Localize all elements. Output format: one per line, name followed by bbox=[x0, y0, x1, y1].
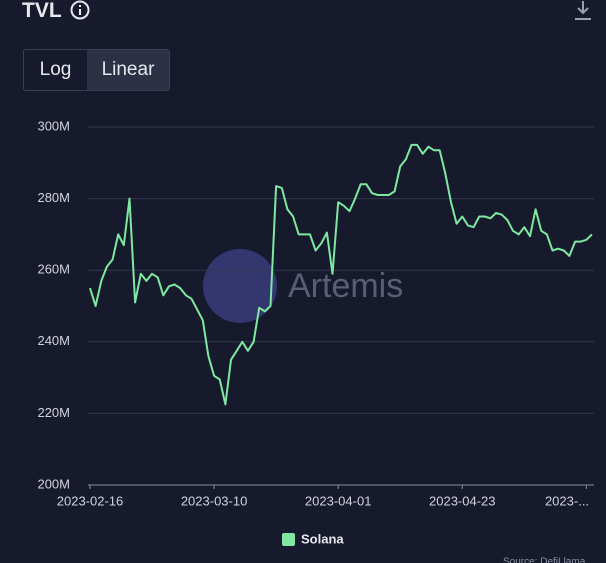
x-tick-label: 2023-04-23 bbox=[429, 493, 496, 508]
x-tick-label: 2023-03-10 bbox=[181, 493, 248, 508]
x-tick-label: 2023-... bbox=[545, 493, 589, 508]
title: TVL bbox=[22, 0, 62, 22]
source: Source: DefiLlama bbox=[503, 557, 586, 563]
legend-label: Solana bbox=[301, 531, 344, 546]
watermark-logo bbox=[203, 249, 277, 323]
scale-toggle bbox=[23, 49, 170, 91]
watermark: Artemis bbox=[288, 267, 403, 305]
x-tick-label: 2023-04-01 bbox=[305, 493, 372, 508]
log-button[interactable]: Log bbox=[39, 59, 72, 80]
y-tick-label: 300M bbox=[37, 118, 70, 133]
download-icon[interactable] bbox=[572, 0, 594, 22]
y-tick-label: 200M bbox=[37, 476, 70, 491]
line-series bbox=[89, 143, 593, 406]
x-tick-label: 2023-02-16 bbox=[57, 493, 124, 508]
y-tick-label: 240M bbox=[37, 333, 70, 348]
linear-button[interactable]: Linear bbox=[87, 50, 169, 90]
y-tick-label: 260M bbox=[37, 262, 70, 277]
y-tick-label: 280M bbox=[37, 190, 70, 205]
y-tick-label: 220M bbox=[37, 405, 70, 420]
info-icon[interactable] bbox=[70, 0, 92, 22]
legend-swatch bbox=[282, 533, 295, 546]
